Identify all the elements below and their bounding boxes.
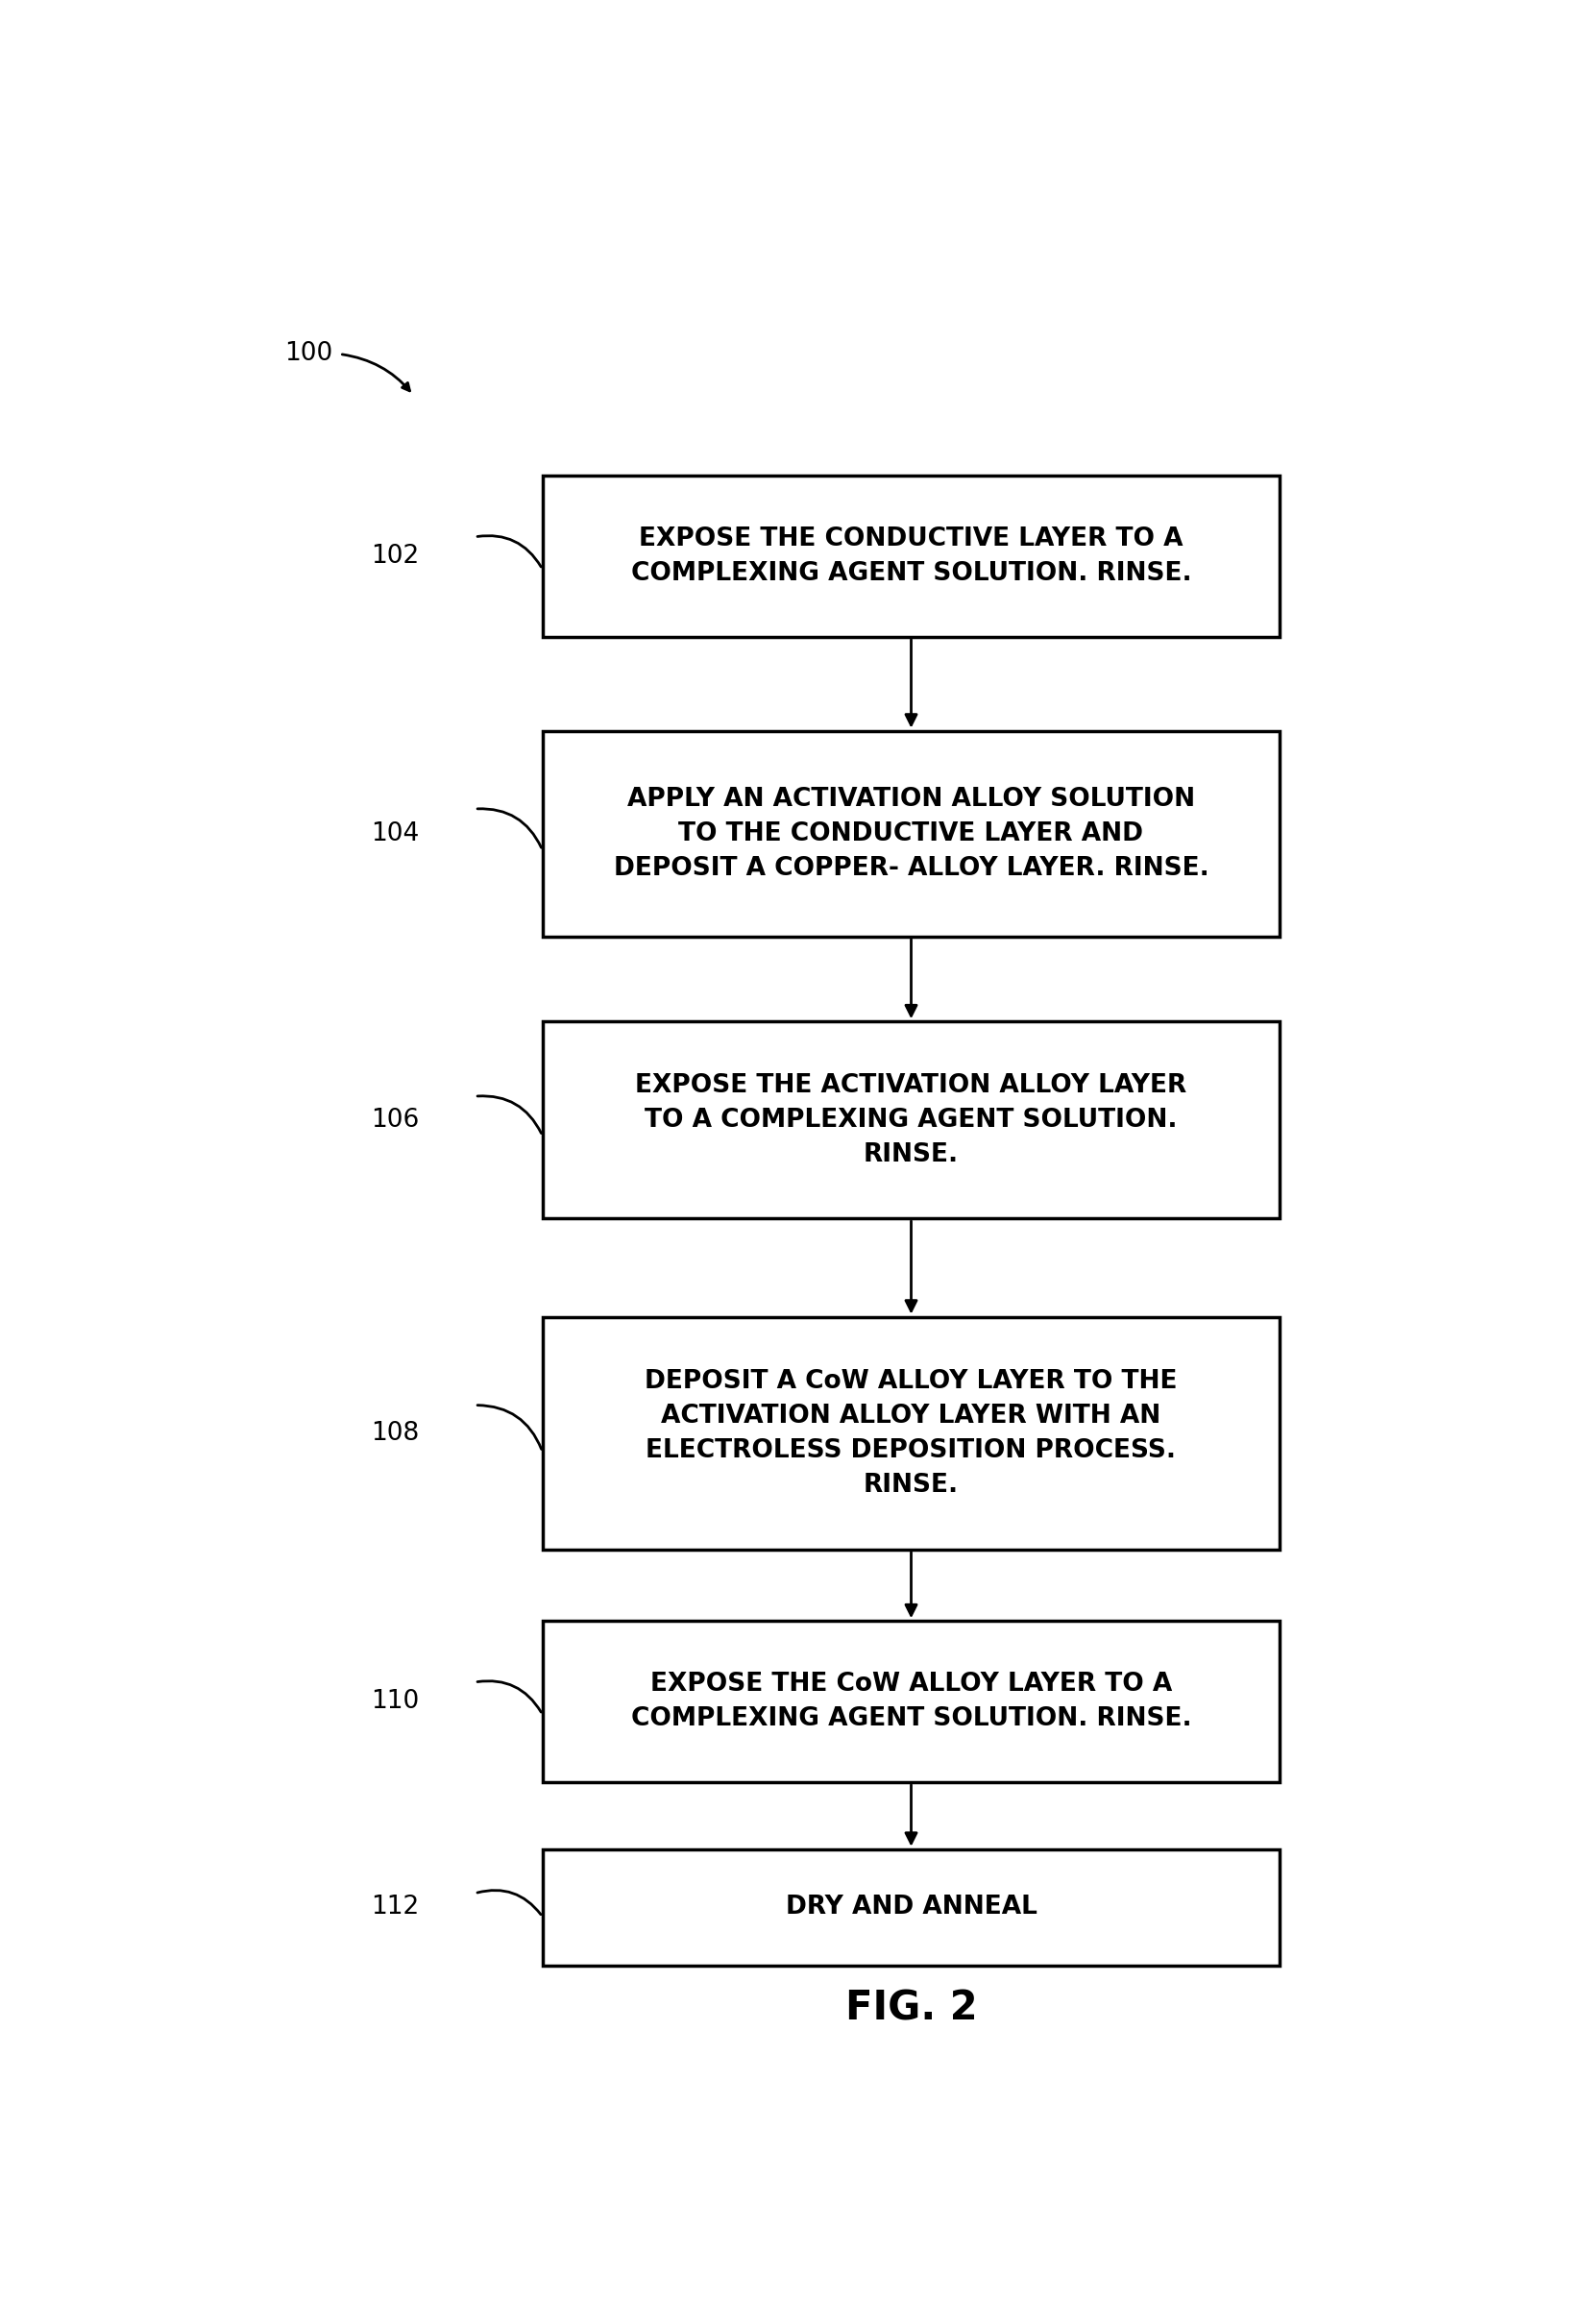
- Text: 100: 100: [284, 342, 333, 367]
- FancyBboxPatch shape: [542, 1622, 1280, 1783]
- Text: 110: 110: [371, 1690, 419, 1715]
- Text: 106: 106: [371, 1109, 419, 1132]
- Text: DEPOSIT A CoW ALLOY LAYER TO THE
ACTIVATION ALLOY LAYER WITH AN
ELECTROLESS DEPO: DEPOSIT A CoW ALLOY LAYER TO THE ACTIVAT…: [646, 1369, 1177, 1497]
- Text: EXPOSE THE CoW ALLOY LAYER TO A
COMPLEXING AGENT SOLUTION. RINSE.: EXPOSE THE CoW ALLOY LAYER TO A COMPLEXI…: [631, 1671, 1191, 1731]
- FancyBboxPatch shape: [542, 1850, 1280, 1966]
- Text: 108: 108: [371, 1420, 419, 1446]
- FancyBboxPatch shape: [542, 476, 1280, 637]
- FancyBboxPatch shape: [542, 1023, 1280, 1218]
- Text: FIG. 2: FIG. 2: [845, 1989, 977, 2029]
- Text: EXPOSE THE ACTIVATION ALLOY LAYER
TO A COMPLEXING AGENT SOLUTION.
RINSE.: EXPOSE THE ACTIVATION ALLOY LAYER TO A C…: [636, 1074, 1186, 1167]
- Text: EXPOSE THE CONDUCTIVE LAYER TO A
COMPLEXING AGENT SOLUTION. RINSE.: EXPOSE THE CONDUCTIVE LAYER TO A COMPLEX…: [631, 528, 1191, 586]
- FancyBboxPatch shape: [542, 730, 1280, 937]
- FancyBboxPatch shape: [542, 1318, 1280, 1550]
- Text: APPLY AN ACTIVATION ALLOY SOLUTION
TO THE CONDUCTIVE LAYER AND
DEPOSIT A COPPER-: APPLY AN ACTIVATION ALLOY SOLUTION TO TH…: [614, 786, 1209, 881]
- Text: 104: 104: [371, 820, 419, 846]
- Text: 112: 112: [371, 1894, 419, 1920]
- Text: DRY AND ANNEAL: DRY AND ANNEAL: [785, 1894, 1037, 1920]
- Text: 102: 102: [371, 544, 419, 569]
